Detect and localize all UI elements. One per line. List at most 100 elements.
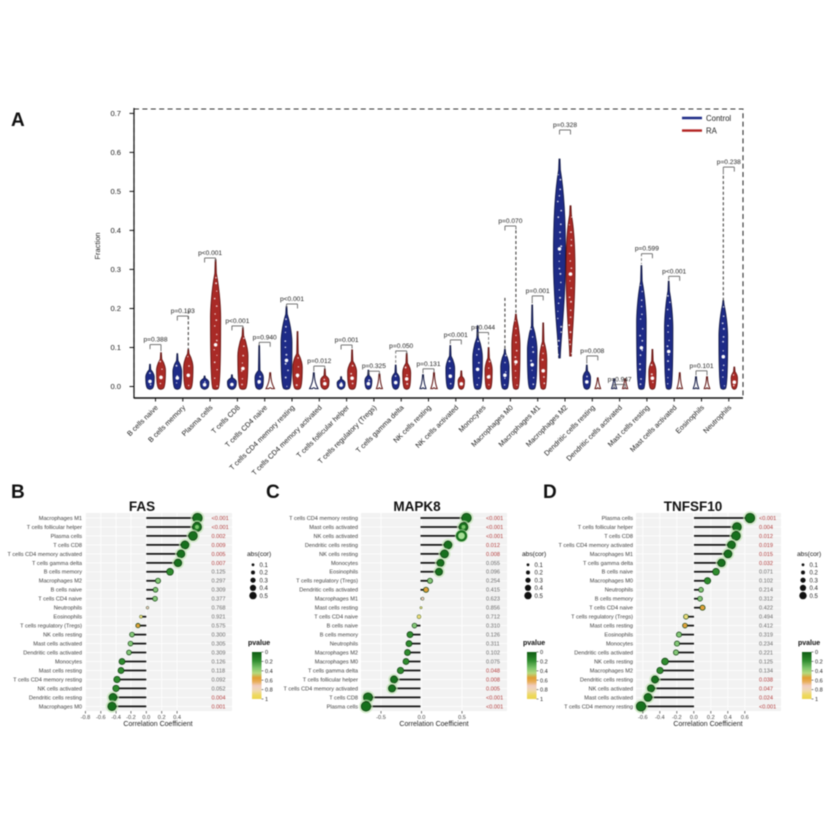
svg-text:Dendritic cells resting: Dendritic cells resting <box>29 695 82 701</box>
svg-text:T cells CD8: T cells CD8 <box>53 543 82 549</box>
svg-text:0.126: 0.126 <box>212 659 226 665</box>
svg-text:0.019: 0.019 <box>759 543 773 549</box>
svg-text:B cells naive: B cells naive <box>602 570 633 576</box>
svg-text:C: C <box>266 482 280 503</box>
svg-text:T cells gamma delta: T cells gamma delta <box>308 668 359 674</box>
svg-text:0.768: 0.768 <box>212 606 226 612</box>
svg-text:0.3: 0.3 <box>260 578 269 584</box>
svg-text:NK cells resting: NK cells resting <box>319 552 358 558</box>
svg-text:0.5: 0.5 <box>260 594 269 600</box>
svg-text:T cells CD4 memory resting: T cells CD4 memory resting <box>289 516 358 522</box>
svg-text:0.4: 0.4 <box>265 669 273 675</box>
svg-text:pvalue: pvalue <box>523 640 545 647</box>
svg-text:0.319: 0.319 <box>759 633 773 639</box>
svg-text:0.4: 0.4 <box>810 586 819 592</box>
svg-text:0.007: 0.007 <box>212 561 226 567</box>
svg-text:T cells follicular helper: T cells follicular helper <box>303 677 358 683</box>
svg-text:T cells CD4 memory resting: T cells CD4 memory resting <box>13 677 82 683</box>
svg-text:0.032: 0.032 <box>759 561 773 567</box>
svg-text:p=0.012: p=0.012 <box>307 358 331 365</box>
svg-text:0.6: 0.6 <box>540 678 548 684</box>
svg-text:Eosinophils: Eosinophils <box>329 570 358 576</box>
svg-text:Plasma cells: Plasma cells <box>51 534 83 540</box>
svg-text:B cells memory: B cells memory <box>320 633 358 639</box>
svg-text:0.0: 0.0 <box>110 382 121 391</box>
svg-text:A: A <box>11 110 25 131</box>
svg-text:p=0.008: p=0.008 <box>580 348 604 355</box>
svg-text:Macrophages M1: Macrophages M1 <box>590 552 633 558</box>
svg-text:<0.001: <0.001 <box>486 516 503 522</box>
svg-text:Neutrophils: Neutrophils <box>605 588 633 594</box>
svg-text:<0.001: <0.001 <box>759 704 776 710</box>
svg-text:RA: RA <box>706 126 718 135</box>
svg-text:p<0.001: p<0.001 <box>662 268 686 275</box>
svg-text:Mast cells resting: Mast cells resting <box>39 668 82 674</box>
svg-text:0.712: 0.712 <box>486 615 500 621</box>
svg-text:0.3: 0.3 <box>810 578 819 584</box>
svg-text:0.126: 0.126 <box>486 633 500 639</box>
svg-text:Correlation Coefficient: Correlation Coefficient <box>673 721 742 728</box>
svg-text:abs(cor): abs(cor) <box>797 551 821 558</box>
svg-text:p=0.070: p=0.070 <box>498 218 522 225</box>
svg-text:p=0.328: p=0.328 <box>553 122 577 129</box>
svg-text:p=0.001: p=0.001 <box>526 288 550 295</box>
svg-text:0.2: 0.2 <box>810 571 819 577</box>
svg-text:-0.6: -0.6 <box>638 715 648 721</box>
svg-text:Neutrophils: Neutrophils <box>330 642 358 648</box>
svg-text:NK cells activated: NK cells activated <box>314 534 358 540</box>
svg-text:0.102: 0.102 <box>486 650 500 656</box>
svg-text:-0.5: -0.5 <box>376 715 386 721</box>
svg-text:0.623: 0.623 <box>486 597 500 603</box>
svg-text:p=0.101: p=0.101 <box>689 363 713 370</box>
svg-text:0.2: 0.2 <box>158 715 166 721</box>
svg-text:0.377: 0.377 <box>212 597 226 603</box>
svg-text:MAPK8: MAPK8 <box>393 499 441 514</box>
svg-text:<0.001: <0.001 <box>486 695 503 701</box>
svg-text:0.2: 0.2 <box>110 304 121 313</box>
svg-text:0.102: 0.102 <box>759 579 773 585</box>
svg-text:p<0.001: p<0.001 <box>444 332 468 339</box>
svg-text:0.297: 0.297 <box>212 579 226 585</box>
svg-text:Correlation Coefficient: Correlation Coefficient <box>123 721 192 728</box>
svg-text:Mast cells activated: Mast cells activated <box>309 525 358 531</box>
svg-text:0.075: 0.075 <box>486 659 500 665</box>
svg-text:0.921: 0.921 <box>212 615 226 621</box>
svg-text:0.2: 0.2 <box>535 571 544 577</box>
svg-text:Control: Control <box>706 114 731 123</box>
svg-text:T cells follicular helper: T cells follicular helper <box>27 525 82 531</box>
svg-text:<0.001: <0.001 <box>212 525 229 531</box>
svg-text:-0.2: -0.2 <box>672 715 682 721</box>
svg-text:0: 0 <box>815 650 818 656</box>
svg-text:0.012: 0.012 <box>759 534 773 540</box>
svg-text:0.001: 0.001 <box>212 704 226 710</box>
svg-text:0.5: 0.5 <box>810 594 819 600</box>
svg-text:p=0.940: p=0.940 <box>253 334 277 341</box>
svg-text:0.1: 0.1 <box>110 343 121 352</box>
svg-text:Monocytes: Monocytes <box>55 659 82 665</box>
svg-text:Mast cells resting: Mast cells resting <box>590 624 633 630</box>
svg-text:0.4: 0.4 <box>535 586 544 592</box>
svg-text:0.309: 0.309 <box>212 650 226 656</box>
svg-text:0.071: 0.071 <box>759 570 773 576</box>
svg-text:Dendritic cells resting: Dendritic cells resting <box>305 543 358 549</box>
svg-text:Plasma cells: Plasma cells <box>327 704 359 710</box>
svg-text:0.2: 0.2 <box>707 715 715 721</box>
svg-text:Macrophages M0: Macrophages M0 <box>590 579 633 585</box>
svg-text:0.118: 0.118 <box>212 668 226 674</box>
svg-text:-0.6: -0.6 <box>96 715 106 721</box>
svg-text:0.4: 0.4 <box>815 669 823 675</box>
svg-text:0.134: 0.134 <box>759 668 773 674</box>
svg-text:0.6: 0.6 <box>815 678 823 684</box>
svg-text:NK cells activated: NK cells activated <box>38 686 82 692</box>
svg-text:0.0: 0.0 <box>418 715 426 721</box>
svg-text:T cells regulatory (Tregs): T cells regulatory (Tregs) <box>571 615 633 621</box>
svg-text:0.055: 0.055 <box>486 561 500 567</box>
svg-text:0.8: 0.8 <box>265 688 273 694</box>
svg-text:B: B <box>11 482 25 503</box>
svg-text:0.052: 0.052 <box>212 686 226 692</box>
svg-text:0.309: 0.309 <box>212 588 226 594</box>
svg-text:p<0.001: p<0.001 <box>225 318 249 325</box>
svg-text:0.008: 0.008 <box>486 677 500 683</box>
svg-text:0.092: 0.092 <box>212 677 226 683</box>
svg-text:T cells CD4 memory resting: T cells CD4 memory resting <box>564 704 633 710</box>
